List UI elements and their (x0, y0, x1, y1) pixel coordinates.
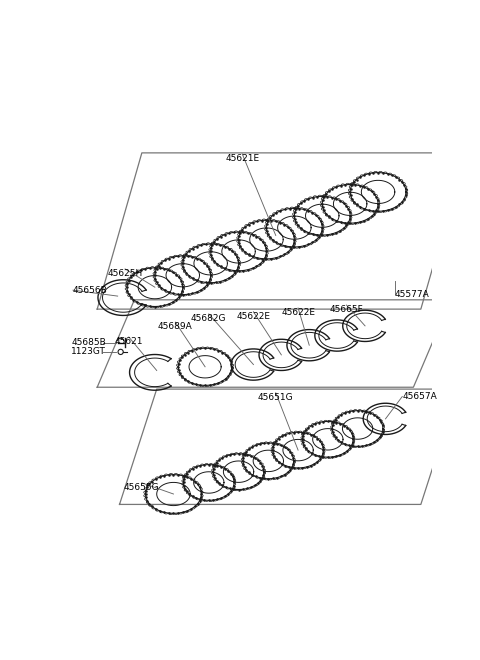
Text: 45682G: 45682G (191, 314, 227, 323)
Text: 45651G: 45651G (258, 393, 294, 402)
Text: 45621: 45621 (115, 337, 143, 346)
Text: 45622E: 45622E (281, 308, 315, 317)
Text: 45655G: 45655G (124, 483, 160, 492)
Text: 45625H: 45625H (108, 269, 143, 278)
Text: 45577A: 45577A (395, 290, 430, 299)
Text: 45621E: 45621E (225, 154, 259, 163)
Text: 1123GT: 1123GT (71, 347, 106, 356)
Text: 45656B: 45656B (73, 286, 108, 294)
Text: 45689A: 45689A (158, 322, 192, 331)
Text: 45665F: 45665F (330, 305, 363, 314)
Text: 45685B: 45685B (71, 338, 106, 347)
Text: 45657A: 45657A (402, 392, 437, 401)
Text: 45622E: 45622E (237, 312, 270, 321)
